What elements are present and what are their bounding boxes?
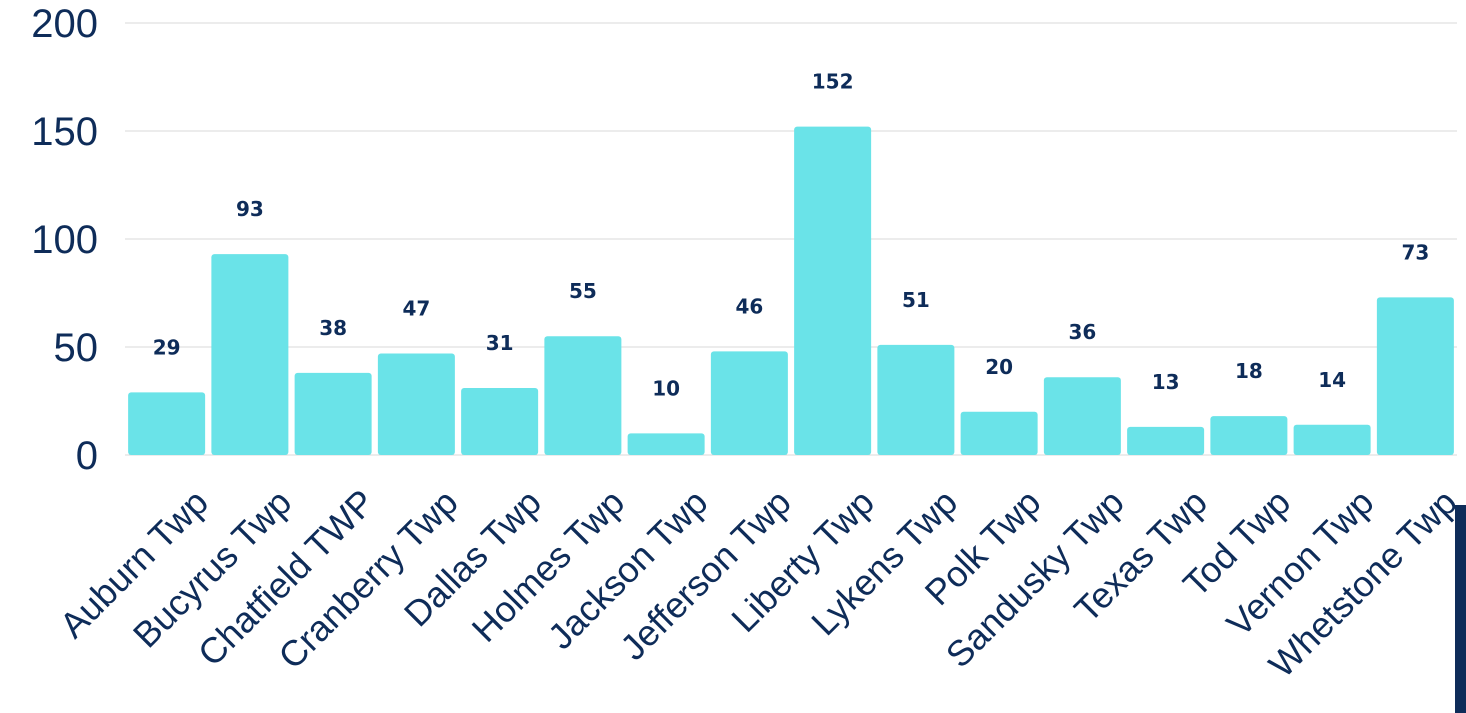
- data-label: 47: [402, 296, 430, 320]
- bar: [877, 344, 955, 455]
- data-label: 46: [735, 294, 763, 318]
- bar: [1376, 297, 1454, 455]
- data-label: 55: [569, 279, 597, 303]
- data-label: 14: [1318, 368, 1346, 392]
- data-label: 13: [1152, 370, 1180, 394]
- bar: [710, 351, 788, 455]
- bar: [128, 392, 206, 455]
- bar: [794, 126, 872, 456]
- bar: [461, 388, 539, 455]
- y-tick-label: 150: [31, 110, 98, 154]
- data-label: 20: [985, 355, 1013, 379]
- y-tick-label: 50: [54, 326, 99, 370]
- bar: [1043, 377, 1121, 455]
- bar: [211, 254, 289, 455]
- bar: [627, 433, 705, 455]
- data-label: 152: [812, 70, 854, 94]
- y-tick-label: 100: [31, 218, 98, 262]
- data-label: 10: [652, 376, 680, 400]
- data-label: 36: [1068, 320, 1096, 344]
- bar: [377, 353, 455, 455]
- bar: [294, 372, 372, 455]
- accent-bar: [1455, 505, 1466, 713]
- data-label: 93: [236, 197, 264, 221]
- bar: [960, 411, 1038, 455]
- bar: [1210, 416, 1288, 455]
- data-label: 51: [902, 288, 930, 312]
- bars: [128, 126, 1454, 456]
- bar: [544, 336, 622, 455]
- data-label: 73: [1401, 240, 1429, 264]
- data-label: 18: [1235, 359, 1263, 383]
- data-label: 29: [153, 335, 181, 359]
- y-tick-label: 200: [31, 2, 98, 46]
- bar: [1127, 426, 1205, 455]
- y-tick-label: 0: [76, 434, 98, 478]
- y-axis-tick-labels: 0 50 100 150 200: [31, 2, 98, 478]
- data-label: 38: [319, 316, 347, 340]
- data-labels: 29 93 38 47 31 55 10 46 152 51 20 36 13 18 14 73: [153, 70, 1430, 401]
- bar: [1293, 424, 1371, 455]
- data-label: 31: [486, 331, 514, 355]
